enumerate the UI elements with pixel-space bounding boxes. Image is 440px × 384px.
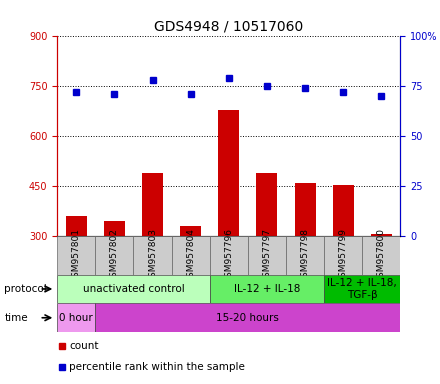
Text: GSM957800: GSM957800	[377, 228, 386, 283]
Bar	[210, 236, 248, 275]
Text: GSM957796: GSM957796	[224, 228, 233, 283]
Title: GDS4948 / 10517060: GDS4948 / 10517060	[154, 20, 304, 34]
Text: protocol: protocol	[4, 284, 47, 294]
Bar	[248, 236, 286, 275]
Text: GSM957799: GSM957799	[339, 228, 348, 283]
Text: GSM957801: GSM957801	[72, 228, 81, 283]
Bar	[210, 275, 324, 303]
Bar	[180, 226, 201, 236]
Bar	[286, 236, 324, 275]
Text: 15-20 hours: 15-20 hours	[216, 313, 279, 323]
Bar	[133, 236, 172, 275]
Bar	[324, 275, 400, 303]
Text: unactivated control: unactivated control	[83, 284, 184, 294]
Text: GSM957803: GSM957803	[148, 228, 157, 283]
Bar	[57, 275, 210, 303]
Bar	[95, 303, 400, 332]
Text: IL-12 + IL-18: IL-12 + IL-18	[234, 284, 300, 294]
Bar	[257, 173, 278, 236]
Bar	[333, 185, 354, 236]
Text: percentile rank within the sample: percentile rank within the sample	[69, 362, 245, 372]
Bar	[172, 236, 210, 275]
Bar	[324, 236, 362, 275]
Bar	[142, 173, 163, 236]
Text: IL-12 + IL-18,
TGF-β: IL-12 + IL-18, TGF-β	[327, 278, 397, 300]
Text: 0 hour: 0 hour	[59, 313, 93, 323]
Text: GSM957804: GSM957804	[186, 228, 195, 283]
Bar	[95, 236, 133, 275]
Text: time: time	[4, 313, 28, 323]
Bar	[218, 110, 239, 236]
Text: GSM957798: GSM957798	[301, 228, 310, 283]
Bar	[57, 236, 95, 275]
Text: count: count	[69, 341, 99, 351]
Bar	[371, 235, 392, 236]
Bar	[104, 221, 125, 236]
Bar	[362, 236, 400, 275]
Text: GSM957802: GSM957802	[110, 228, 119, 283]
Text: GSM957797: GSM957797	[262, 228, 271, 283]
Bar	[57, 303, 95, 332]
Bar	[66, 216, 87, 236]
Bar	[295, 183, 315, 236]
